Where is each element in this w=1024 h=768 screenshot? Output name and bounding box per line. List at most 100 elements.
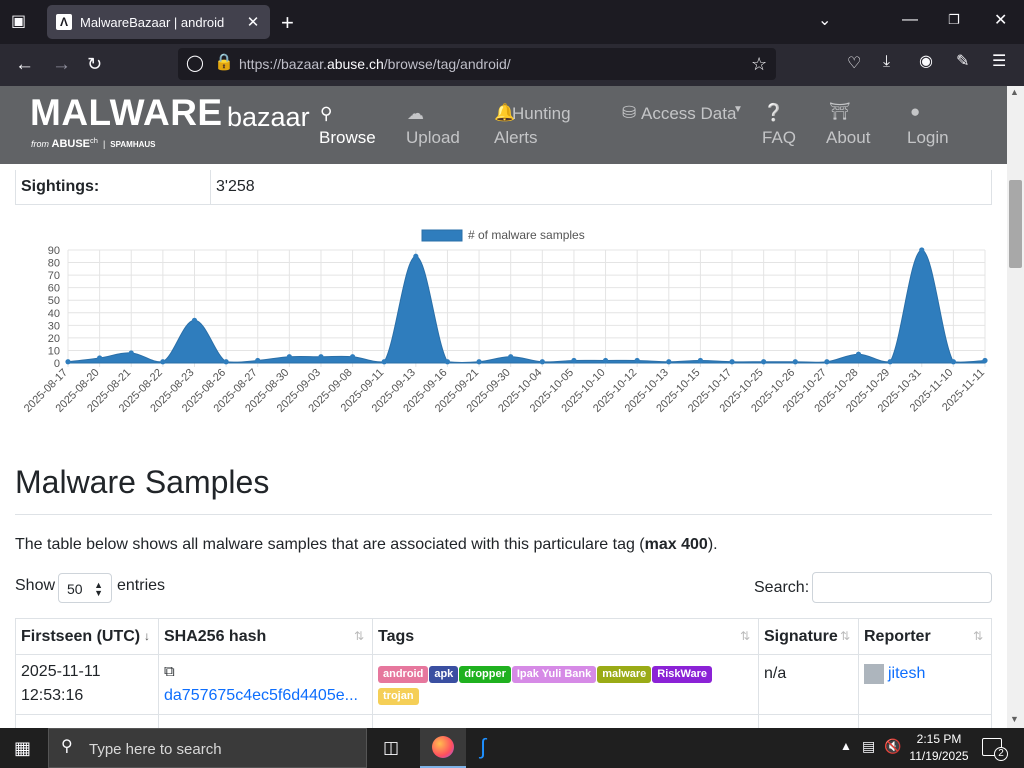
- close-tab-icon[interactable]: ✕: [246, 14, 260, 31]
- tag-badge[interactable]: trojan: [378, 688, 419, 705]
- url-bar[interactable]: ◯ 🔒 https://bazaar.abuse.ch/browse/tag/a…: [178, 48, 776, 80]
- col-firstseen[interactable]: Firstseen (UTC) ↓: [15, 618, 159, 655]
- scroll-up-icon[interactable]: ▲: [1010, 87, 1019, 97]
- tag-badge[interactable]: malware: [597, 666, 652, 683]
- network-icon[interactable]: ▤: [862, 738, 876, 754]
- data-point: [824, 359, 830, 365]
- sort-icon: ⇅: [353, 629, 364, 643]
- minimize-icon[interactable]: —: [902, 11, 918, 28]
- menu-icon[interactable]: ☰: [992, 53, 1007, 70]
- url-text[interactable]: https://bazaar.abuse.ch/browse/tag/andro…: [239, 56, 511, 72]
- downloads-icon[interactable]: ⤓: [883, 53, 891, 70]
- y-tick-label: 30: [48, 320, 60, 332]
- col-reporter[interactable]: Reporter ⇅: [858, 618, 992, 655]
- y-tick-label: 50: [48, 295, 60, 307]
- page-size-select[interactable]: 50 ▲ ▼: [58, 573, 112, 603]
- pocket-icon[interactable]: ♡: [847, 55, 862, 72]
- nav-hunting-alerts-line1[interactable]: Hunting: [512, 104, 571, 123]
- nav-access-data[interactable]: Access Data: [641, 104, 737, 123]
- tab-list-icon[interactable]: ▣: [11, 13, 27, 30]
- bookmark-star-icon[interactable]: ☆: [751, 54, 768, 74]
- data-point: [476, 359, 482, 365]
- user-icon: ●: [910, 102, 921, 121]
- back-icon[interactable]: ←: [15, 54, 34, 75]
- data-point: [887, 359, 893, 365]
- col-tags[interactable]: Tags ⇅: [372, 618, 759, 655]
- sightings-row: Sightings: 3'258: [15, 170, 992, 205]
- data-point: [349, 354, 356, 360]
- extensions-icon[interactable]: ✎: [956, 53, 970, 70]
- data-point: [255, 357, 261, 364]
- signature-cell: n/a: [758, 654, 859, 715]
- nav-hunting-alerts-line2[interactable]: Alerts: [494, 128, 538, 147]
- new-tab-icon[interactable]: +: [281, 10, 294, 35]
- nav-upload[interactable]: Upload: [406, 128, 460, 147]
- lock-icon[interactable]: 🔒: [214, 54, 234, 71]
- sightings-value: 3'258: [216, 178, 255, 195]
- copy-icon[interactable]: ⧉: [164, 663, 175, 680]
- scroll-down-icon[interactable]: ▼: [1010, 714, 1019, 724]
- forward-icon[interactable]: →: [52, 54, 71, 75]
- malware-samples-table: Firstseen (UTC) ↓ SHA256 hash ⇅ Tags ⇅ Sign…: [15, 618, 992, 728]
- sort-icon: ⇅: [839, 629, 850, 643]
- page-content: Sightings: 3'258 0 10 20 30 40 50 60 70 80 90 2025…: [0, 164, 1007, 728]
- tray-chevron-icon[interactable]: ▲: [840, 739, 852, 753]
- windows-start-icon[interactable]: ▦: [14, 738, 32, 758]
- nav-about[interactable]: About: [826, 128, 871, 147]
- tags-cell: android apk dropper Ipak Yuli Bank malware Ri…: [372, 654, 759, 715]
- logo-bazaar[interactable]: bazaar: [227, 102, 310, 132]
- tag-badge[interactable]: RiskWare: [652, 666, 713, 683]
- show-label: Show: [15, 577, 56, 594]
- hash-link[interactable]: da757675c4ec5f6d4405e...: [164, 687, 358, 704]
- volume-muted-icon[interactable]: 🔇: [884, 738, 902, 754]
- tracking-protection-icon[interactable]: ◯: [186, 55, 204, 72]
- site-header: [0, 86, 1007, 164]
- tag-badge[interactable]: apk: [429, 666, 459, 683]
- taskbar-search-placeholder: Type here to search: [89, 741, 222, 758]
- browser-tab[interactable]: Λ MalwareBazaar | android ✕: [47, 5, 270, 39]
- taskbar-clock[interactable]: 2:15 PM 11/19/2025: [909, 732, 969, 763]
- table-row: [15, 714, 992, 728]
- app-taskbar-icon[interactable]: ∫: [480, 734, 487, 759]
- search-icon: ⚲: [61, 738, 73, 755]
- nav-faq[interactable]: FAQ: [762, 128, 797, 147]
- data-point: [381, 359, 387, 365]
- account-icon[interactable]: ◉: [919, 53, 933, 70]
- database-icon: ⛁: [622, 103, 637, 122]
- series-area: [67, 249, 986, 364]
- scrollbar-thumb[interactable]: [1009, 180, 1022, 268]
- tag-badge[interactable]: Ipak Yuli Bank: [511, 666, 597, 683]
- taskbar-search[interactable]: ⚲ Type here to search: [48, 728, 367, 768]
- updown-icon: ▲ ▼: [94, 580, 103, 598]
- logo-malware[interactable]: MALWARE: [30, 92, 223, 133]
- question-icon: ❔: [763, 103, 785, 122]
- firefox-taskbar-icon[interactable]: [420, 728, 466, 768]
- data-point: [919, 247, 925, 253]
- col-signature[interactable]: Signature ⇅: [758, 618, 859, 655]
- y-tick-label: 10: [48, 345, 60, 357]
- tag-badge[interactable]: dropper: [459, 666, 511, 683]
- nav-login[interactable]: Login: [907, 128, 949, 147]
- table-search-input[interactable]: [812, 572, 992, 603]
- data-point: [286, 354, 292, 360]
- cloud-upload-icon: ☁: [407, 104, 424, 123]
- hash-cell: ⧉ da757675c4ec5f6d4405e...: [158, 654, 373, 715]
- y-tick-label: 70: [48, 270, 60, 282]
- reporter-link[interactable]: jitesh: [888, 665, 926, 683]
- tag-badge[interactable]: android: [378, 666, 429, 683]
- data-point: [982, 357, 988, 364]
- data-point: [571, 357, 577, 364]
- legend-label: # of malware samples: [468, 228, 585, 242]
- close-window-icon[interactable]: ✕: [994, 12, 1008, 29]
- nav-browse[interactable]: Browse: [319, 128, 376, 147]
- reload-icon[interactable]: ↻: [87, 54, 103, 74]
- maximize-icon[interactable]: ❐: [948, 12, 960, 27]
- task-view-icon[interactable]: ◫: [383, 738, 400, 757]
- sightings-label: Sightings:: [21, 178, 100, 195]
- col-sha256[interactable]: SHA256 hash ⇅: [158, 618, 373, 655]
- list-all-tabs-icon[interactable]: ⌄: [818, 12, 832, 29]
- data-point: [318, 354, 324, 360]
- tab-title: MalwareBazaar | android: [80, 14, 225, 30]
- data-point: [729, 359, 735, 365]
- data-point: [160, 359, 166, 365]
